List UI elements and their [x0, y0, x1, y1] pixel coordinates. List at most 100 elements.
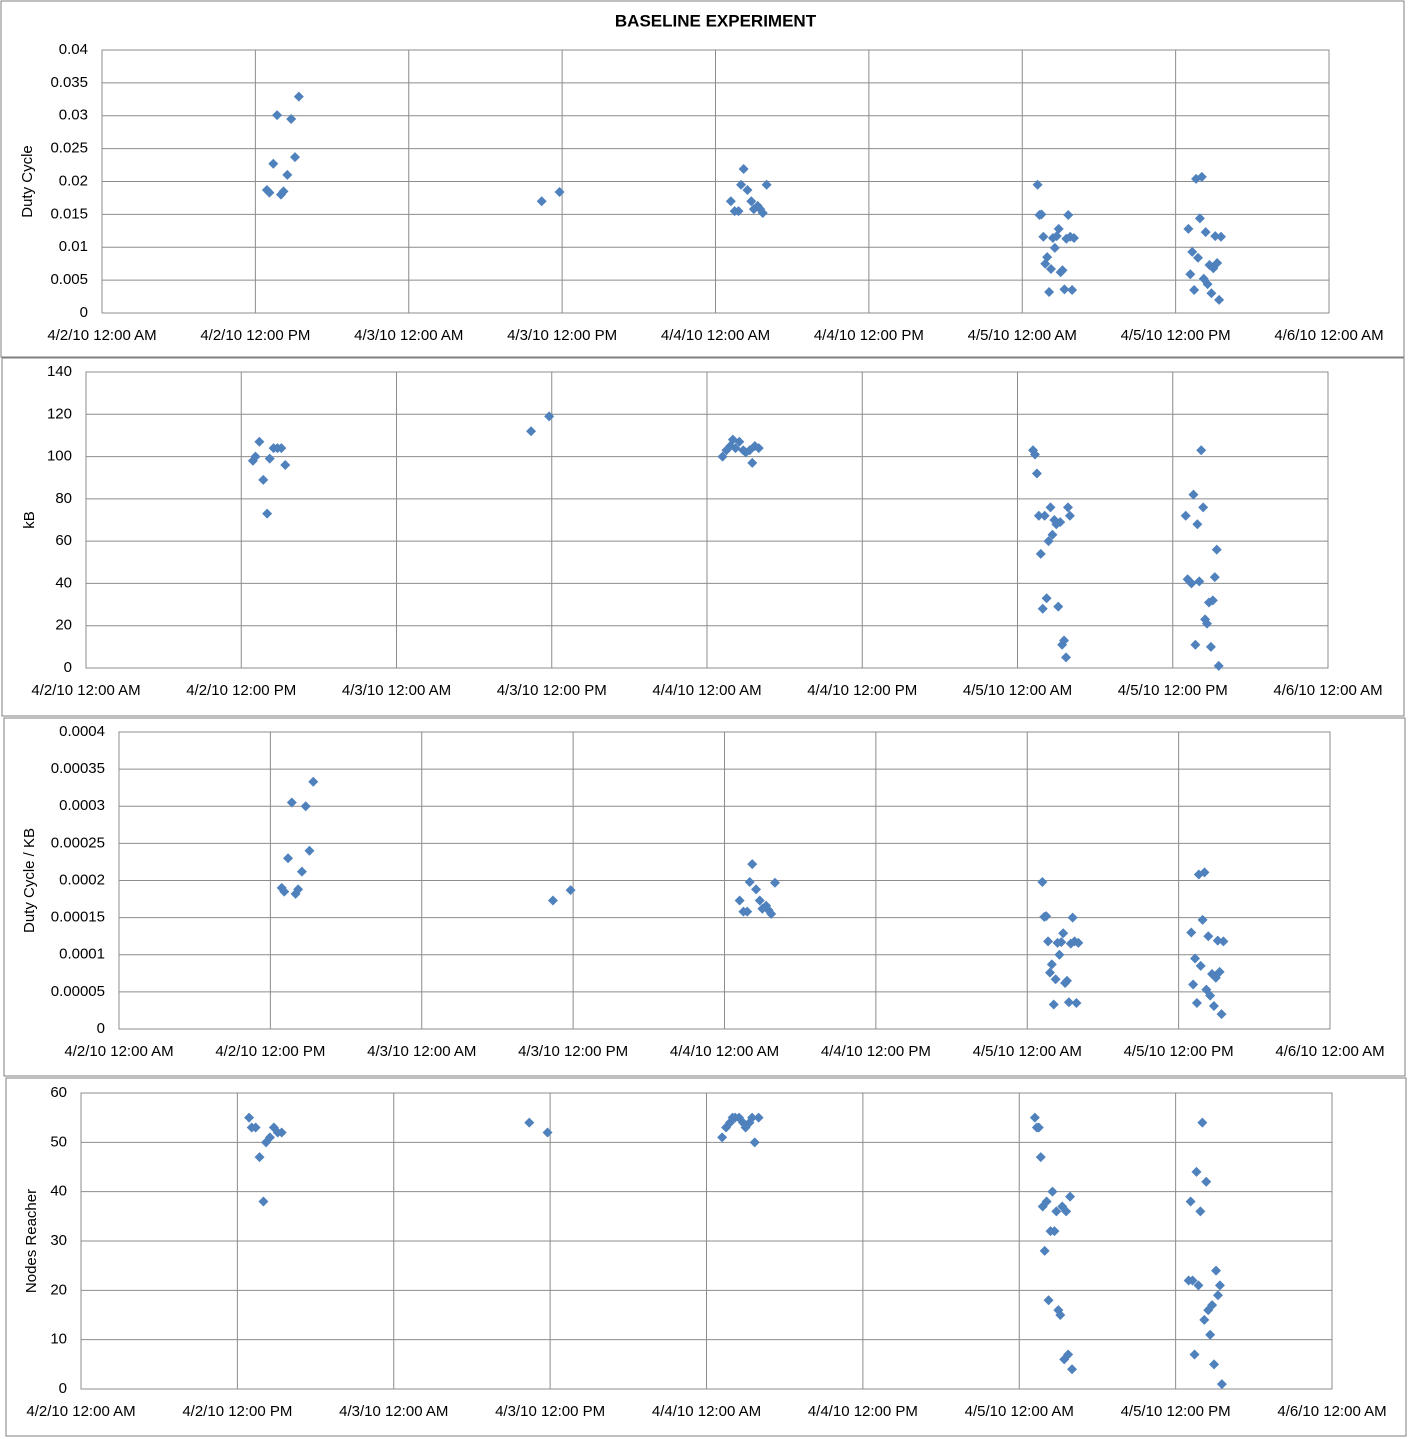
data-point [1029, 1112, 1040, 1123]
data-point [1214, 1280, 1225, 1291]
data-point [276, 443, 287, 454]
x-tick-label: 4/4/10 12:00 AM [652, 682, 761, 699]
data-point [1187, 246, 1198, 257]
data-point [282, 169, 293, 180]
data-point [1067, 284, 1078, 295]
data-point [1194, 213, 1205, 224]
data-point [747, 457, 758, 468]
data-point [1208, 1000, 1219, 1011]
data-point [1055, 517, 1066, 528]
data-point [1193, 1280, 1204, 1291]
x-tick-label: 4/4/10 12:00 PM [814, 327, 924, 344]
x-tick-label: 4/2/10 12:00 PM [215, 1043, 325, 1060]
data-point [1049, 1226, 1060, 1237]
data-point [289, 152, 300, 163]
data-point [1032, 179, 1043, 190]
y-tick-label: 0 [59, 1380, 67, 1397]
y-tick-label: 0.0001 [59, 946, 105, 963]
data-point [1207, 595, 1218, 606]
panel [3, 717, 1406, 1077]
data-point [1195, 1206, 1206, 1217]
data-point [1043, 536, 1054, 547]
data-point [1036, 209, 1047, 220]
y-tick-label: 0.00015 [51, 909, 105, 926]
data-point [1064, 510, 1075, 521]
data-point [1039, 510, 1050, 521]
data-point [753, 1112, 764, 1123]
data-point [1190, 953, 1201, 964]
x-tick-label: 4/4/10 12:00 PM [821, 1043, 931, 1060]
data-point [1185, 269, 1196, 280]
data-point [1061, 1206, 1072, 1217]
data-point [1041, 911, 1052, 922]
y-tick-label: 10 [50, 1331, 67, 1348]
data-point [268, 158, 279, 169]
x-tick-label: 4/5/10 12:00 AM [968, 327, 1077, 344]
data-point [742, 906, 753, 917]
y-axis-label: Nodes Reacher [23, 1189, 40, 1293]
y-tick-label: 0.005 [50, 271, 88, 288]
x-tick-label: 4/5/10 12:00 AM [965, 1403, 1074, 1420]
data-point [1191, 1166, 1202, 1177]
data-point [1187, 1275, 1198, 1286]
x-tick-label: 4/4/10 12:00 PM [807, 682, 917, 699]
data-point [1067, 1364, 1078, 1375]
data-point [1051, 231, 1062, 242]
data-point [258, 1196, 269, 1207]
data-point [1195, 960, 1206, 971]
y-tick-label: 0.02 [59, 172, 88, 189]
data-point [1063, 1349, 1074, 1360]
data-point [1035, 1152, 1046, 1163]
data-point [526, 426, 537, 437]
data-point [1191, 998, 1202, 1009]
data-point [734, 436, 745, 447]
data-point [1033, 1122, 1044, 1133]
data-point [536, 196, 547, 207]
data-point [1211, 1265, 1222, 1276]
data-point [244, 1112, 255, 1123]
data-point [1209, 1359, 1220, 1370]
plot-frame [85, 371, 1329, 669]
data-point [1058, 928, 1069, 939]
data-point [1188, 489, 1199, 500]
x-tick-label: 4/3/10 12:00 AM [339, 1403, 448, 1420]
y-tick-label: 20 [55, 617, 72, 634]
y-tick-label: 0.01 [59, 238, 88, 255]
y-tick-label: 140 [47, 363, 72, 380]
plot-frame [80, 1092, 1333, 1390]
y-tick-label: 0.03 [59, 107, 88, 124]
data-point [1188, 979, 1199, 990]
data-point [725, 196, 736, 207]
x-tick-label: 4/4/10 12:00 AM [670, 1043, 779, 1060]
data-point [1031, 468, 1042, 479]
y-axis-label: Duty Cycle / KB [21, 828, 38, 933]
data-point [1200, 227, 1211, 238]
data-point [542, 1127, 553, 1138]
data-point [717, 1132, 728, 1143]
x-tick-label: 4/5/10 12:00 PM [1124, 1043, 1234, 1060]
data-point [747, 859, 758, 870]
x-tick-label: 4/3/10 12:00 AM [342, 682, 451, 699]
data-point [1049, 242, 1060, 253]
data-point [1206, 288, 1217, 299]
data-point [1046, 263, 1057, 274]
data-point [1196, 445, 1207, 456]
y-tick-label: 20 [50, 1281, 67, 1298]
data-point [1061, 652, 1072, 663]
data-point [262, 508, 273, 519]
y-tick-label: 60 [50, 1084, 67, 1101]
data-point [1185, 1196, 1196, 1207]
y-tick-label: 40 [50, 1183, 67, 1200]
data-point [1057, 265, 1068, 276]
y-tick-label: 0.00025 [51, 834, 105, 851]
data-point [1041, 1196, 1052, 1207]
data-point [264, 187, 275, 198]
y-tick-label: 0 [64, 659, 72, 676]
data-point [1054, 949, 1065, 960]
y-tick-label: 0.0002 [59, 871, 105, 888]
data-point [1033, 510, 1044, 521]
x-tick-label: 4/2/10 12:00 PM [182, 1403, 292, 1420]
y-tick-label: 0.025 [50, 140, 88, 157]
y-tick-label: 60 [55, 532, 72, 549]
data-point [293, 91, 304, 102]
